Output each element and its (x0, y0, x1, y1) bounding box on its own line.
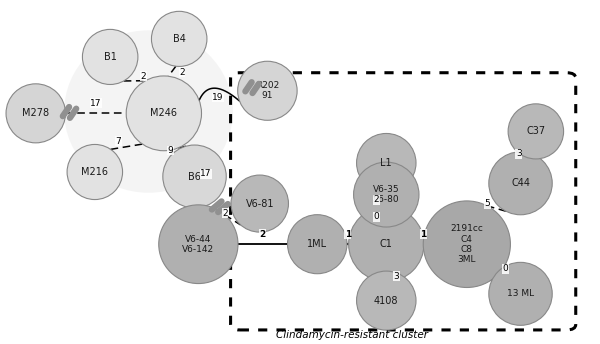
Ellipse shape (508, 104, 563, 159)
Ellipse shape (159, 205, 238, 283)
Text: 2: 2 (223, 209, 228, 218)
Text: 7: 7 (115, 137, 121, 146)
Text: 2191cc
C4
C8
3ML: 2191cc C4 C8 3ML (451, 224, 483, 264)
Text: 4108: 4108 (374, 295, 398, 305)
Text: 1: 1 (344, 230, 351, 239)
Ellipse shape (356, 271, 416, 330)
Text: C1: C1 (380, 239, 393, 249)
Text: C44: C44 (511, 178, 530, 188)
Text: M278: M278 (22, 108, 49, 118)
Text: 2: 2 (374, 195, 379, 204)
Ellipse shape (423, 201, 511, 288)
Ellipse shape (151, 11, 207, 66)
Ellipse shape (353, 162, 419, 227)
Text: 17: 17 (200, 170, 212, 179)
Text: 19: 19 (212, 93, 224, 102)
Ellipse shape (231, 175, 289, 232)
Text: 0: 0 (502, 264, 508, 273)
Ellipse shape (489, 152, 552, 215)
Ellipse shape (126, 76, 202, 151)
Text: V6-44
V6-142: V6-44 V6-142 (182, 235, 214, 254)
Text: 2: 2 (140, 72, 146, 80)
Text: 2: 2 (260, 230, 266, 239)
Text: V6-81: V6-81 (245, 198, 274, 208)
Ellipse shape (238, 61, 297, 120)
Text: M246: M246 (151, 108, 178, 118)
Ellipse shape (6, 84, 65, 143)
Ellipse shape (64, 30, 233, 193)
Text: 9: 9 (167, 146, 173, 155)
Text: B4: B4 (173, 34, 185, 44)
Text: R202
91: R202 91 (256, 81, 279, 100)
Ellipse shape (67, 144, 122, 200)
Ellipse shape (82, 29, 138, 85)
Text: 0: 0 (373, 213, 379, 222)
Text: C37: C37 (526, 126, 545, 136)
Text: V6-35
V6-80: V6-35 V6-80 (373, 185, 400, 204)
Ellipse shape (349, 207, 424, 282)
Text: B6: B6 (188, 172, 201, 182)
Text: 1: 1 (421, 230, 427, 239)
Text: 5: 5 (485, 200, 490, 208)
Text: 2: 2 (179, 68, 185, 77)
Text: M216: M216 (82, 167, 109, 177)
Text: 3: 3 (516, 149, 521, 158)
Ellipse shape (356, 133, 416, 193)
Ellipse shape (163, 145, 226, 208)
Text: L1: L1 (380, 158, 392, 168)
Text: 17: 17 (90, 99, 101, 108)
Text: Clindamycin-resistant cluster: Clindamycin-resistant cluster (276, 330, 428, 340)
Text: 13 ML: 13 ML (507, 289, 534, 298)
Text: 3: 3 (394, 272, 399, 281)
Ellipse shape (489, 262, 552, 325)
Text: 1ML: 1ML (307, 239, 328, 249)
Ellipse shape (287, 215, 347, 274)
Text: B1: B1 (104, 52, 116, 62)
